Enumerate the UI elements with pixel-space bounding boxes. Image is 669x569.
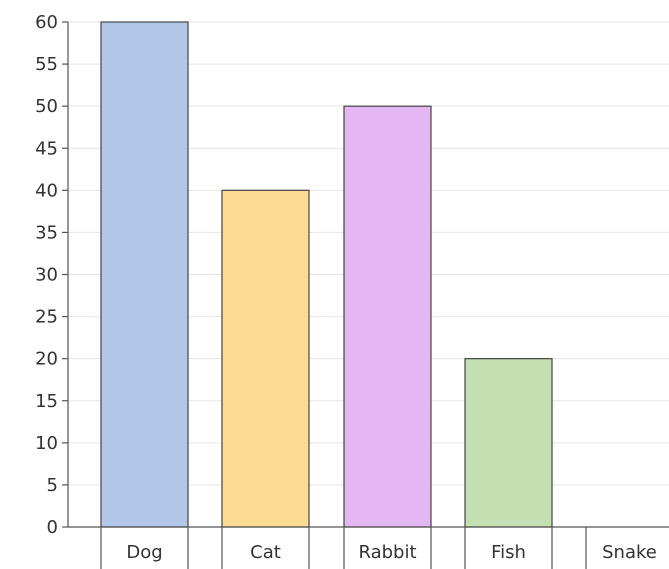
x-category-label: Fish xyxy=(491,542,526,563)
x-category-label: Dog xyxy=(126,542,162,563)
y-tick-label: 20 xyxy=(35,349,58,370)
y-tick-label: 35 xyxy=(35,222,58,243)
y-tick-label: 60 xyxy=(35,12,58,33)
y-tick-label: 10 xyxy=(35,433,58,454)
bar-fish xyxy=(464,358,553,528)
y-axis-ticks: 0 5 10 15 20 25 30 35 40 45 50 55 60 xyxy=(35,12,68,538)
y-tick-label: 45 xyxy=(35,138,58,159)
bars xyxy=(100,21,553,528)
x-category-label: Snake xyxy=(602,542,657,563)
y-tick-label: 50 xyxy=(35,96,58,117)
y-tick-label: 55 xyxy=(35,54,58,75)
y-tick-label: 5 xyxy=(47,475,58,496)
y-tick-label: 25 xyxy=(35,307,58,328)
y-tick-label: 30 xyxy=(35,265,58,286)
y-tick-label: 0 xyxy=(47,517,58,538)
x-category-label: Rabbit xyxy=(358,542,416,563)
y-tick-label: 15 xyxy=(35,391,58,412)
x-category-label: Cat xyxy=(250,542,281,563)
x-axis-categories: Dog Cat Rabbit Fish Snake xyxy=(100,527,657,569)
bar-cat xyxy=(221,189,310,528)
bar-rabbit xyxy=(343,105,432,528)
bar-dog xyxy=(100,21,189,528)
y-tick-label: 40 xyxy=(35,180,58,201)
